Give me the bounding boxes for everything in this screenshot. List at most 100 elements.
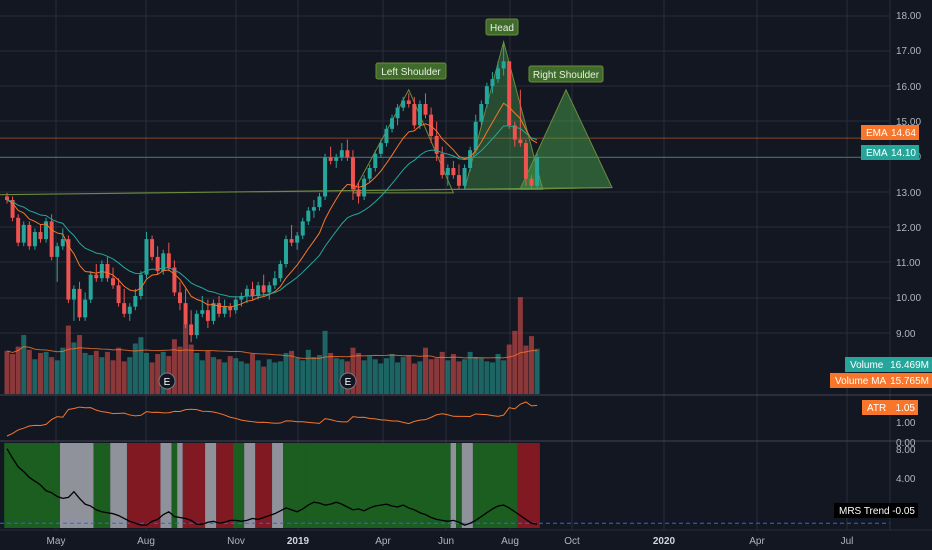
time-axis[interactable]: May Aug Nov 2019 Apr Jun Aug Oct 2020 Ap…: [47, 536, 854, 547]
volume-bar: [43, 351, 49, 394]
volume-bar: [289, 350, 295, 394]
price-tick: 13.00: [896, 188, 921, 199]
volume-bar: [277, 361, 283, 394]
candle-body: [412, 104, 417, 126]
candle-body: [217, 303, 222, 314]
mrs-background-segment: [272, 443, 284, 528]
volume-bar: [60, 347, 66, 394]
price-tick: 15.00: [896, 117, 921, 128]
candle-body: [127, 306, 132, 314]
volume-ma-label: Volume MA: [835, 376, 886, 387]
volume-bar: [210, 357, 216, 394]
earnings-marker-2[interactable]: E: [339, 372, 357, 390]
candle-body: [523, 143, 528, 179]
mrs-trend-background: [4, 443, 540, 528]
volume-bar: [238, 361, 244, 394]
candle-body: [261, 285, 266, 293]
candle-body: [38, 232, 43, 240]
price-axis[interactable]: 18.00 17.00 16.00 15.00 14.00 13.00 12.0…: [896, 11, 921, 340]
right-shoulder-text: Right Shoulder: [533, 70, 600, 81]
volume-bar: [4, 350, 10, 394]
candle-body: [395, 107, 400, 119]
volume-bar: [523, 345, 529, 394]
atr-line: [6, 401, 538, 437]
volume-bar: [328, 352, 334, 394]
mrs-background-segment: [232, 443, 245, 528]
candle-body: [83, 299, 88, 318]
candle-body: [16, 217, 21, 243]
mrs-background-segment: [472, 443, 518, 528]
candle-body: [233, 299, 238, 311]
mrs-background-segment: [283, 443, 306, 528]
mrs-value: -0.05: [892, 506, 915, 517]
atr-indicator: [6, 401, 538, 437]
label-right-shoulder[interactable]: Right Shoulder: [528, 65, 604, 83]
candle-body: [60, 239, 65, 247]
candle-body: [10, 200, 15, 218]
volume-badge: Volume 16.469M: [845, 357, 932, 372]
volume-bar: [478, 358, 484, 394]
volume-bar: [171, 339, 177, 394]
volume-bar: [484, 361, 490, 394]
candle-body: [529, 178, 534, 186]
volume-bar: [93, 350, 99, 394]
label-left-shoulder[interactable]: Left Shoulder: [375, 62, 447, 80]
candle-body: [49, 221, 54, 257]
candle-body: [323, 157, 328, 197]
time-tick: May: [47, 536, 66, 547]
candle-body: [518, 139, 523, 144]
candle-body: [272, 278, 277, 286]
mrs-label: MRS Trend: [839, 506, 890, 517]
candle-body: [434, 136, 439, 154]
volume-bar: [144, 352, 149, 394]
candle-body: [177, 292, 182, 304]
volume-bar: [71, 342, 77, 394]
volume-bar: [194, 352, 200, 394]
candle-body: [300, 221, 305, 236]
candle-body: [496, 68, 501, 80]
head-text: Head: [490, 23, 514, 34]
price-tick: 11.00: [896, 258, 921, 269]
mrs-tick: 8.00: [896, 445, 916, 456]
volume-bar: [428, 359, 434, 394]
earnings-marker-2-text: E: [345, 377, 352, 388]
volume-bar: [512, 330, 518, 394]
volume-bar: [255, 360, 261, 394]
candle-body: [244, 288, 249, 296]
label-head[interactable]: Head: [485, 18, 519, 36]
candle-body: [378, 143, 383, 154]
volume-bar: [467, 351, 473, 394]
volume-bar: [266, 359, 272, 394]
candle-body: [256, 285, 261, 296]
left-shoulder-text: Left Shoulder: [381, 67, 441, 78]
price-candles[interactable]: [5, 43, 540, 343]
volume-bar: [116, 347, 122, 394]
candle-body: [250, 288, 255, 296]
volume-bar: [316, 355, 322, 394]
candle-body: [384, 128, 389, 144]
volume-bar: [21, 335, 27, 394]
volume-bar: [400, 357, 406, 394]
candle-body: [535, 157, 540, 186]
candle-body: [66, 239, 71, 300]
volume-bar: [199, 360, 205, 394]
earnings-marker-1[interactable]: E: [158, 372, 176, 390]
volume-bar: [462, 359, 468, 394]
candle-body: [350, 157, 355, 190]
volume-bar: [534, 348, 540, 394]
candle-body: [306, 210, 311, 222]
ema-fast-label: EMA: [866, 148, 888, 159]
time-tick: Jun: [438, 536, 454, 547]
right-shoulder-shape: [519, 88, 613, 190]
volume-bar: [99, 357, 105, 394]
candle-body: [44, 221, 49, 240]
volume-bar: [439, 351, 445, 394]
candle-body: [473, 121, 478, 151]
ema-slow-line: [6, 125, 538, 298]
volume-bar: [216, 359, 222, 394]
ema-fast-badge: EMA 14.10: [861, 145, 919, 160]
price-tick: 16.00: [896, 82, 921, 93]
price-tick: 9.00: [896, 329, 916, 340]
price-tick: 18.00: [896, 11, 921, 22]
